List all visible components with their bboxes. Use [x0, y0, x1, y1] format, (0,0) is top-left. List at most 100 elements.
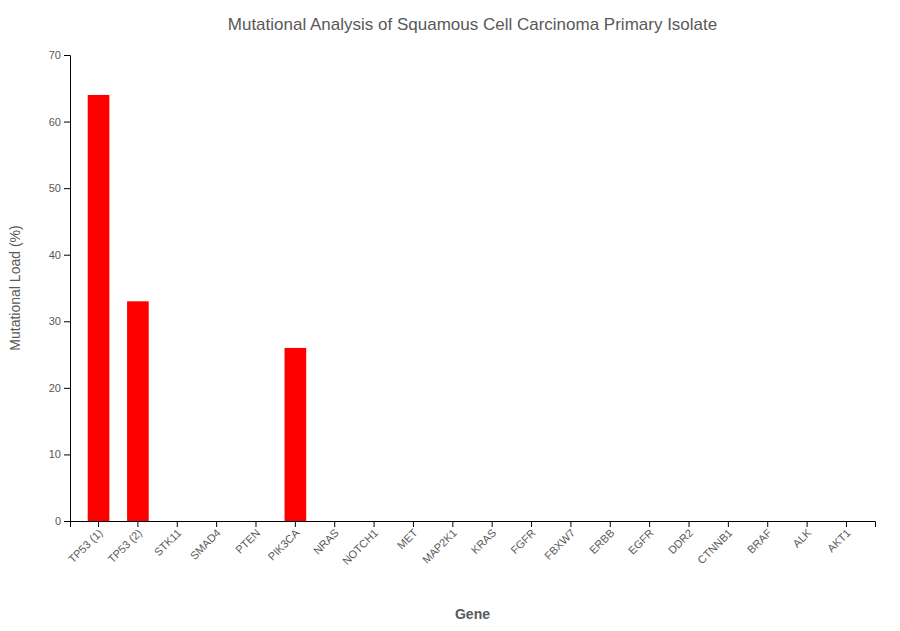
y-tick: 0 [55, 515, 70, 527]
x-tick-mark [216, 521, 217, 527]
x-tick: TP53 (2) [105, 521, 144, 565]
x-tick-label: PTEN [233, 526, 262, 555]
x-tick-mark [255, 521, 256, 527]
y-tick-label: 70 [49, 49, 61, 61]
x-tick-mark [649, 521, 650, 527]
x-axis: TP53 (1)TP53 (2)STK11SMAD4 PTENPIK3CA NRAS… [66, 521, 875, 567]
x-tick-label: KRAS [469, 527, 499, 557]
x-tick: DDR2 [666, 521, 696, 556]
y-tick-label: 60 [49, 116, 61, 128]
bar [403, 521, 425, 522]
y-tick-label: 0 [55, 515, 61, 527]
x-tick-mark [767, 521, 768, 527]
x-tick-mark [295, 521, 296, 527]
x-tick-label: SMAD4 [188, 527, 223, 562]
y-tick: 10 [49, 448, 70, 460]
x-tick: MET [395, 521, 420, 551]
y-tick-mark [64, 188, 70, 189]
y-tick-mark [64, 55, 70, 56]
x-tick: TP53 (1) [66, 521, 105, 565]
x-axis-title: Gene [455, 606, 490, 622]
bar [166, 521, 188, 522]
x-tick-mark [452, 521, 453, 527]
x-tick-mark [98, 521, 99, 527]
y-tick-label: 20 [49, 382, 61, 394]
x-tick: BRAF [745, 521, 774, 556]
x-tick: AKT1 [825, 521, 853, 554]
x-tick-label: FBXW7 [542, 527, 577, 562]
y-tick-mark [64, 521, 70, 522]
x-tick: KRAS [469, 521, 499, 556]
x-tick-label: TP53 (1) [66, 527, 105, 566]
bar [836, 521, 858, 522]
y-tick: 50 [49, 182, 70, 194]
x-tick-mark [531, 521, 532, 527]
x-tick: ALK [790, 521, 814, 550]
x-tick-mark [334, 521, 335, 527]
chart: 0 10 20 30 40 50 60 70 TP53 (1)TP53 (2)STK11SMAD… [0, 0, 900, 631]
x-tick-mark [413, 521, 414, 527]
x-tick: NRAS [311, 521, 341, 557]
x-tick-label: FGFR [508, 526, 538, 556]
x-tick-label: STK11 [152, 527, 184, 559]
bars [88, 95, 306, 521]
x-tick-label: TP53 (2) [105, 527, 144, 566]
bar [324, 521, 346, 522]
x-tick-mark [610, 521, 611, 527]
y-tick: 60 [49, 116, 70, 128]
x-tick: SMAD4 [188, 521, 223, 562]
y-tick-mark [64, 454, 70, 455]
x-tick: CTNNB1 [695, 521, 735, 566]
x-tick: FGFR [508, 521, 538, 556]
x-tick-mark [807, 521, 808, 527]
y-tick: 30 [49, 315, 70, 327]
y-axis-title: Mutational Load (%) [7, 225, 23, 350]
bar [127, 301, 149, 521]
x-tick-label: CTNNB1 [695, 527, 735, 567]
bar [560, 521, 582, 522]
x-tick-label: EGFR [626, 526, 656, 556]
x-tick-label: ERBB [587, 527, 617, 557]
bar [206, 521, 228, 522]
y-tick-mark [64, 388, 70, 389]
plot: 0 10 20 30 40 50 60 70 TP53 (1)TP53 (2)STK11SMAD… [49, 49, 876, 567]
x-tick-mark [374, 521, 375, 527]
x-tick: FBXW7 [542, 521, 577, 562]
bar [88, 95, 110, 521]
x-tick-label: DDR2 [666, 527, 696, 557]
x-tick: ERBB [587, 521, 617, 556]
x-tick: PTEN [233, 521, 262, 556]
y-tick-mark [64, 122, 70, 123]
bar [285, 348, 307, 521]
y-tick: 40 [49, 249, 70, 261]
x-tick: MAP2K1 [420, 521, 459, 566]
x-tick-mark [492, 521, 493, 527]
bar [442, 521, 464, 522]
bar [678, 521, 700, 522]
x-tick: PIK3CA [265, 521, 302, 563]
x-tick-mark [846, 521, 847, 527]
x-tick: NOTCH1 [340, 521, 380, 567]
bar [245, 521, 267, 522]
title: Mutational Analysis of Squamous Cell Car… [228, 15, 717, 34]
bar [757, 521, 779, 522]
x-tick-label: ALK [790, 526, 814, 550]
bar [363, 521, 385, 522]
y-tick-mark [64, 321, 70, 322]
y-tick-label: 50 [49, 182, 61, 194]
x-axis-line [71, 522, 876, 528]
x-tick-mark [689, 521, 690, 527]
y-tick-label: 10 [49, 448, 61, 460]
x-tick-label: MAP2K1 [420, 527, 459, 566]
y-tick: 20 [49, 382, 70, 394]
x-tick-label: PIK3CA [265, 526, 302, 563]
bar [521, 521, 543, 522]
x-tick-label: NOTCH1 [340, 527, 380, 567]
bar [639, 521, 661, 522]
y-axis: 0 10 20 30 40 50 60 70 [49, 49, 71, 527]
x-tick-mark [728, 521, 729, 527]
y-axis-line [64, 56, 71, 522]
x-tick-mark [137, 521, 138, 527]
bar [718, 521, 740, 522]
y-tick-label: 40 [49, 249, 61, 261]
